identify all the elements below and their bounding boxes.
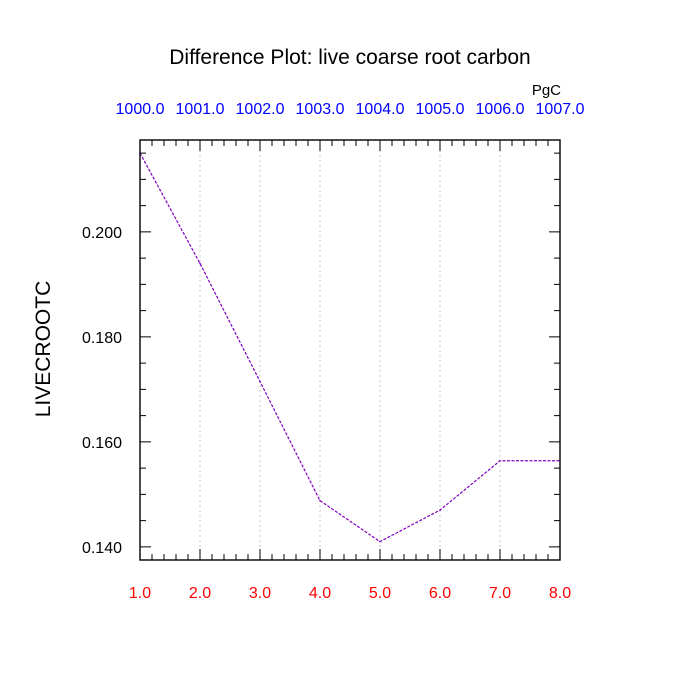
top-tick-label: 1005.0 — [416, 101, 465, 118]
data-point — [499, 459, 501, 462]
data-point — [379, 540, 381, 543]
top-tick-label: 1002.0 — [236, 101, 285, 118]
top-tick-label: 1003.0 — [296, 101, 345, 118]
data-point — [439, 509, 441, 511]
chart-title: Difference Plot: live coarse root carbon — [169, 46, 530, 69]
y-tick-label: 0.180 — [82, 330, 122, 347]
x-tick-label: 8.0 — [549, 585, 571, 602]
data-point — [319, 499, 321, 502]
axis-ticks — [139, 140, 561, 560]
y-tick-label: 0.160 — [82, 435, 122, 452]
top-tick-label: 1000.0 — [116, 101, 165, 118]
units-label: PgC — [532, 82, 561, 99]
x-tick-label: 7.0 — [489, 585, 511, 602]
x-tick-label: 3.0 — [249, 585, 271, 602]
x-tick-label: 2.0 — [189, 585, 211, 602]
series-line — [139, 152, 560, 543]
top-tick-label: 1006.0 — [476, 101, 525, 118]
grid-lines — [199, 140, 501, 560]
top-tick-label: 1004.0 — [356, 101, 405, 118]
y-axis-label: LIVECROOTC — [32, 281, 55, 418]
x-tick-label: 6.0 — [429, 585, 451, 602]
series-group — [139, 152, 561, 543]
top-tick-label: 1001.0 — [176, 101, 225, 118]
x-tick-label: 1.0 — [129, 585, 151, 602]
data-point — [199, 262, 201, 265]
top-tick-label: 1007.0 — [536, 101, 585, 118]
y-tick-label: 0.140 — [82, 540, 122, 557]
plot-frame — [139, 139, 561, 561]
x-tick-label: 4.0 — [309, 585, 331, 602]
data-point — [259, 380, 261, 383]
x-tick-label: 5.0 — [369, 585, 391, 602]
y-tick-label: 0.200 — [82, 225, 122, 242]
tick-labels: 1.0 2.0 3.0 4.0 5.0 6.0 7.0 8.0 1000.0 1001.0 1002… — [82, 101, 585, 602]
